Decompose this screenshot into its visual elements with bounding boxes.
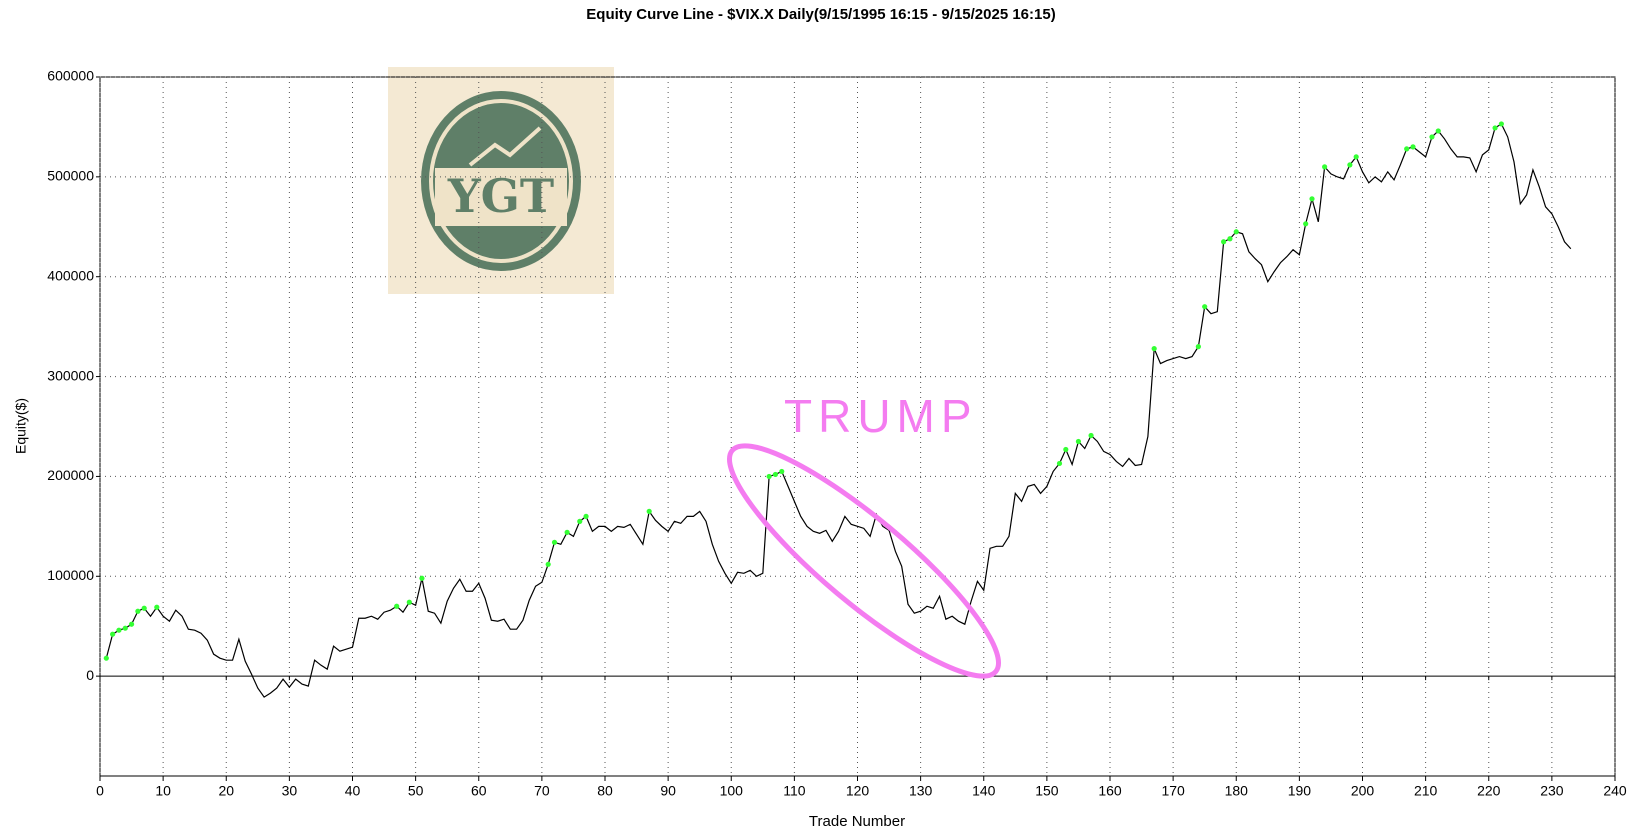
new-high-marker [1227, 236, 1233, 242]
x-tick-label: 60 [471, 783, 487, 799]
x-tick-label: 190 [1288, 783, 1312, 799]
new-high-marker [122, 625, 128, 631]
new-high-marker [1056, 460, 1063, 467]
x-tick-label: 160 [1098, 783, 1122, 799]
x-tick-label: 180 [1225, 783, 1249, 799]
new-high-marker [1347, 162, 1353, 168]
annotation-circle [727, 443, 1001, 679]
x-tick-label: 0 [96, 783, 104, 799]
x-tick-label: 140 [972, 783, 996, 799]
new-high-marker [772, 471, 779, 478]
new-high-marker [406, 599, 412, 605]
new-high-marker [1492, 125, 1498, 131]
plot-area: 0 100000 200000 300000 400000 500000 600000 0 10… [47, 68, 1627, 799]
new-high-marker [646, 508, 652, 514]
new-high-marker [1303, 221, 1309, 227]
new-high-marker [1404, 146, 1410, 152]
new-high-marker [1063, 446, 1069, 453]
new-high-marker [1429, 134, 1435, 140]
new-high-marker [1195, 344, 1201, 350]
new-high-marker [1353, 154, 1359, 160]
new-high-marker [1498, 121, 1504, 127]
x-tick-label: 50 [408, 783, 424, 799]
new-high-marker [116, 627, 122, 633]
x-tick-label: 20 [218, 783, 234, 799]
new-high-marker [1322, 164, 1328, 170]
x-tick-label: 230 [1540, 783, 1564, 799]
new-high-marker [1309, 196, 1315, 202]
logo-text: YGT [447, 169, 554, 223]
equity-line [105, 123, 1572, 698]
new-high-marker [564, 529, 570, 535]
new-high-marker [1075, 438, 1082, 445]
x-tick-label: 220 [1477, 783, 1501, 799]
x-tick-label: 40 [345, 783, 361, 799]
x-axis-label: Trade Number [809, 813, 905, 830]
new-high-marker [1202, 304, 1208, 310]
new-high-marker [1233, 229, 1239, 235]
logo-band [435, 168, 567, 226]
new-high-marker [551, 539, 558, 545]
new-high-marker [1221, 239, 1227, 245]
y-tick-label: 300000 [47, 367, 94, 383]
new-high-marker [577, 518, 583, 524]
new-high-marker [394, 603, 400, 609]
new-high-marker [1435, 128, 1441, 134]
y-axis-label: Equity($) [13, 398, 29, 454]
new-high-marker [110, 631, 116, 637]
x-tick-label: 30 [282, 783, 298, 799]
y-tick-label: 500000 [47, 168, 94, 184]
new-high-marker [766, 473, 772, 480]
x-tick-label: 120 [846, 783, 870, 799]
annotation-text: TRUMP [784, 390, 978, 442]
x-tick-label: 110 [783, 783, 806, 799]
new-high-marker [135, 608, 141, 614]
x-tick-label: 10 [155, 783, 171, 799]
y-tick-label: 400000 [47, 267, 94, 283]
new-high-marker [128, 621, 135, 627]
y-tick-label: 600000 [47, 68, 94, 84]
new-high-marker [1088, 432, 1094, 439]
x-tick-label: 130 [909, 783, 933, 799]
x-tick-label: 240 [1603, 783, 1627, 799]
y-tick-label: 200000 [47, 467, 94, 483]
new-high-marker [419, 575, 425, 581]
new-high-marker [1151, 346, 1157, 352]
x-tick-label: 150 [1035, 783, 1059, 799]
new-high-marker [103, 655, 109, 661]
x-tick-label: 170 [1161, 783, 1185, 799]
x-tick-label: 100 [720, 783, 744, 799]
new-high-marker [545, 561, 551, 567]
x-tick-label: 210 [1414, 783, 1438, 799]
logo: YGT [388, 67, 614, 294]
chart-title: Equity Curve Line - $VIX.X Daily(9/15/19… [586, 6, 1055, 23]
new-high-marker [141, 605, 147, 611]
new-high-marker [583, 513, 589, 519]
x-tick-label: 70 [534, 783, 550, 799]
new-high-marker [154, 604, 160, 610]
x-tick-label: 80 [597, 783, 613, 799]
new-high-marker [779, 468, 785, 475]
y-tick-label: 100000 [47, 567, 94, 583]
y-tick-label: 0 [86, 667, 94, 683]
logo-ring [429, 99, 573, 263]
new-high-marker [1410, 144, 1416, 150]
x-tick-label: 200 [1351, 783, 1375, 799]
x-tick-label: 90 [660, 783, 676, 799]
logo-arrow [468, 126, 542, 167]
